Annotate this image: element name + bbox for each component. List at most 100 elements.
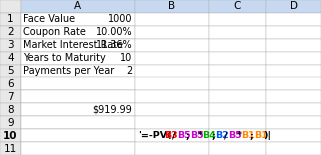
Bar [21,129,135,142]
Bar [21,13,135,26]
Bar [209,0,266,13]
Bar [209,142,266,155]
Text: /: / [172,131,176,140]
Bar [209,116,266,129]
Text: Years to Maturity: Years to Maturity [23,53,106,63]
Bar [266,13,321,26]
Text: B5: B5 [228,131,242,140]
Bar [135,0,209,13]
Text: B1: B1 [241,131,255,140]
Text: 2: 2 [126,66,132,76]
Bar [0,78,21,90]
Bar [266,26,321,39]
Bar [21,26,135,39]
Text: *: * [237,131,242,140]
Text: B4: B4 [203,131,216,140]
Bar [0,65,21,78]
Text: 2: 2 [7,27,14,37]
Text: *: * [198,131,203,140]
Text: Coupon Rate: Coupon Rate [23,27,86,37]
Bar [0,0,21,13]
Text: 1000: 1000 [108,14,132,24]
Bar [266,103,321,116]
Text: B5: B5 [190,131,203,140]
Bar [21,90,135,103]
Bar [135,78,209,90]
Text: ;: ; [250,131,254,140]
Bar [0,39,21,52]
Text: 11: 11 [4,144,17,154]
Bar [21,0,135,13]
Bar [135,129,209,142]
Bar [266,52,321,65]
Bar [21,39,135,52]
Bar [135,142,209,155]
Bar [266,65,321,78]
Bar [135,52,209,65]
Text: 11.36%: 11.36% [96,40,132,50]
Bar [266,142,321,155]
Bar [0,142,21,155]
Text: 1: 1 [7,14,14,24]
Bar [209,65,266,78]
Bar [21,13,135,26]
Bar [266,39,321,52]
Bar [266,78,321,90]
Bar [266,116,321,129]
Bar [209,129,266,142]
Bar [266,0,321,13]
Text: B: B [168,1,175,11]
Bar [0,26,21,39]
Bar [21,142,135,155]
Text: 10: 10 [120,53,132,63]
Bar [21,116,135,129]
Bar [209,78,266,90]
Bar [21,129,135,142]
Text: 3: 3 [7,40,14,50]
Text: D: D [290,1,298,11]
Text: 10.00%: 10.00% [96,27,132,37]
Text: ;: ; [185,131,189,140]
Text: B3: B3 [164,131,178,140]
Text: 4: 4 [7,53,14,63]
Bar [266,129,321,142]
Text: Payments per Year: Payments per Year [23,66,115,76]
Bar [135,103,209,116]
Bar [135,26,209,39]
Text: B5: B5 [177,131,190,140]
Bar [21,65,135,78]
Bar [135,65,209,78]
Text: Market Interest Rate: Market Interest Rate [23,40,124,50]
Text: 8: 8 [7,105,14,115]
Bar [21,39,135,52]
Bar [21,103,135,116]
Bar [21,52,135,65]
Bar [209,90,266,103]
Text: /: / [224,131,228,140]
Bar [21,26,135,39]
Text: 5: 5 [7,66,14,76]
Text: C: C [234,1,241,11]
Text: 7: 7 [7,92,14,102]
Text: 6: 6 [7,79,14,89]
Bar [21,103,135,116]
Bar [0,52,21,65]
Bar [135,116,209,129]
Bar [21,78,135,90]
Bar [0,103,21,116]
Bar [135,13,209,26]
Text: ;: ; [211,131,215,140]
Bar [21,52,135,65]
Bar [209,26,266,39]
Text: '=-PV(: '=-PV( [138,131,172,140]
Text: 10: 10 [3,131,18,141]
Bar [209,52,266,65]
Bar [266,90,321,103]
Bar [209,13,266,26]
Bar [21,65,135,78]
Bar [21,142,135,155]
Text: )|: )| [263,131,271,140]
Text: B2: B2 [215,131,229,140]
Bar [0,129,21,142]
Text: A: A [74,1,82,11]
